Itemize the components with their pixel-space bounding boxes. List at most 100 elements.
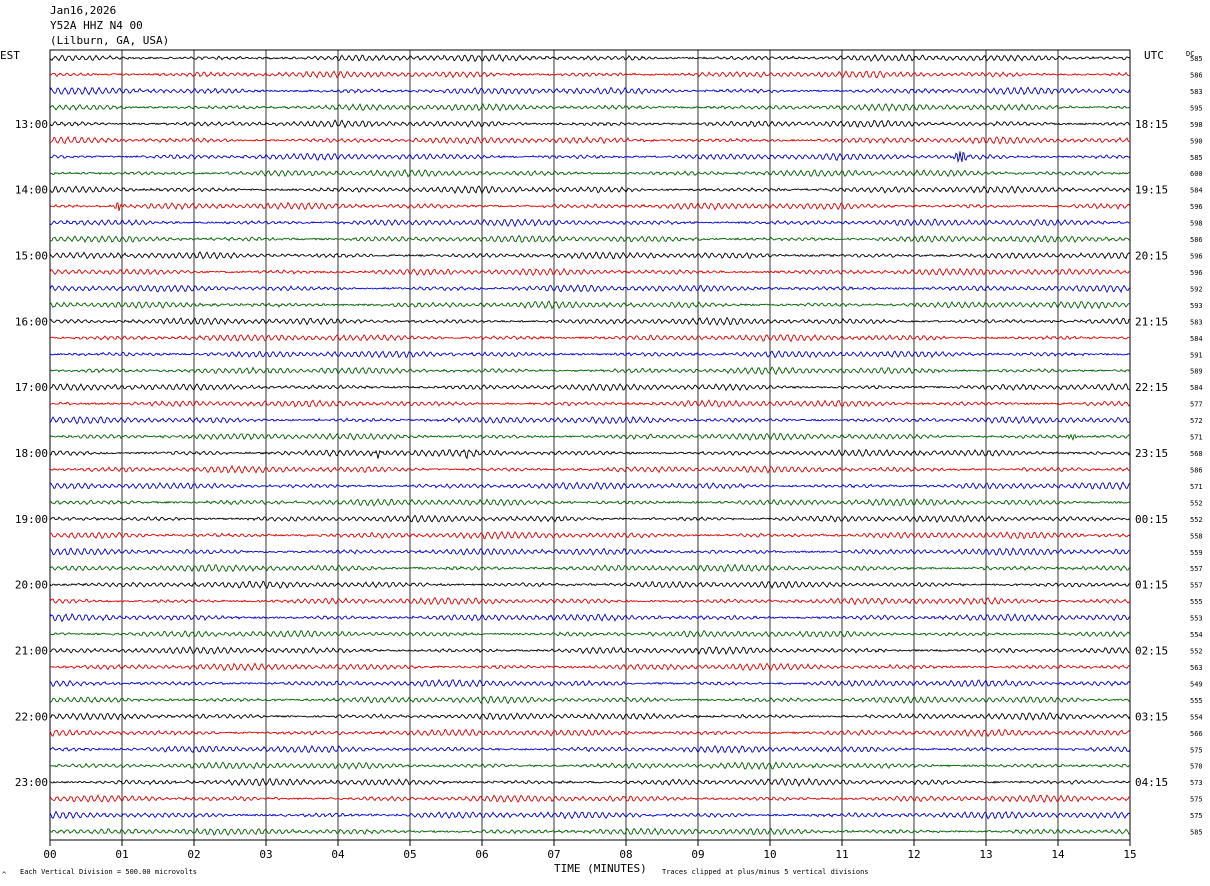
x-tick-label: 03 — [259, 848, 272, 861]
right-hour-label: 22:15 — [1135, 381, 1168, 394]
x-tick-label: 10 — [763, 848, 776, 861]
trace-line-25 — [49, 464, 1131, 474]
dc-header-label: DC — [1186, 50, 1195, 58]
right-timezone-label: UTC — [1144, 49, 1164, 62]
dc-offset-label: 553 — [1190, 615, 1203, 623]
dc-offset-label: 575 — [1190, 812, 1203, 820]
trace-line-29 — [49, 530, 1131, 540]
trace-line-39 — [49, 695, 1131, 705]
dc-offset-label: 557 — [1190, 582, 1203, 590]
dc-offset-label: 586 — [1190, 236, 1203, 244]
dc-offset-label: 573 — [1190, 779, 1203, 787]
dc-offset-label: 591 — [1190, 351, 1203, 359]
dc-offset-label: 590 — [1190, 137, 1203, 145]
right-hour-label: 00:15 — [1135, 513, 1168, 526]
trace-line-16 — [49, 316, 1131, 326]
dc-offset-label: 585 — [1190, 55, 1203, 63]
dc-offset-label: 570 — [1190, 763, 1203, 771]
dc-offset-label: 552 — [1190, 648, 1203, 656]
dc-offset-label: 575 — [1190, 796, 1203, 804]
dc-offset-label: 596 — [1190, 253, 1203, 261]
dc-offset-label: 592 — [1190, 285, 1203, 293]
station-label: Y52A HHZ N4 00 — [50, 19, 143, 32]
dc-offset-label: 600 — [1190, 170, 1203, 178]
trace-line-23 — [49, 432, 1131, 441]
dc-offset-label: 558 — [1190, 532, 1203, 540]
right-hour-label: 01:15 — [1135, 579, 1168, 592]
trace-line-46 — [49, 810, 1131, 820]
trace-line-10 — [49, 218, 1131, 228]
dc-offset-label: 554 — [1190, 713, 1203, 721]
dc-offset-label: 595 — [1190, 104, 1203, 112]
trace-line-31 — [49, 563, 1131, 573]
trace-line-30 — [49, 547, 1131, 556]
trace-line-42 — [49, 744, 1131, 754]
trace-line-20 — [49, 382, 1131, 392]
right-hour-label: 18:15 — [1135, 118, 1168, 131]
x-tick-label: 12 — [907, 848, 920, 861]
dc-offset-label: 585 — [1190, 829, 1203, 837]
left-hour-label: 17:00 — [15, 381, 48, 394]
left-timezone-label: EST — [0, 49, 20, 62]
trace-line-4 — [49, 119, 1131, 129]
dc-offset-label: 584 — [1190, 384, 1203, 392]
dc-offset-label: 563 — [1190, 664, 1203, 672]
trace-line-34 — [49, 612, 1131, 623]
dc-offset-label: 596 — [1190, 269, 1203, 277]
dc-offset-label: 586 — [1190, 71, 1203, 79]
x-tick-label: 11 — [835, 848, 848, 861]
dc-offset-label: 583 — [1190, 88, 1203, 96]
trace-line-27 — [49, 498, 1131, 507]
trace-line-1 — [49, 70, 1131, 79]
right-hour-label: 03:15 — [1135, 710, 1168, 723]
trace-line-36 — [49, 645, 1131, 655]
dc-offset-label: 555 — [1190, 598, 1203, 606]
trace-line-38 — [49, 678, 1131, 688]
date-label: Jan16,2026 — [50, 4, 117, 17]
right-hour-label: 23:15 — [1135, 447, 1168, 460]
x-tick-label: 15 — [1123, 848, 1136, 861]
trace-line-13 — [49, 267, 1131, 277]
trace-line-3 — [49, 103, 1130, 113]
dc-offset-label: 589 — [1190, 368, 1203, 376]
dc-offset-label: 575 — [1190, 746, 1203, 754]
x-tick-label: 13 — [979, 848, 992, 861]
trace-line-43 — [49, 761, 1131, 771]
dc-offset-label: 566 — [1190, 730, 1203, 738]
trace-line-35 — [49, 629, 1131, 638]
dc-offset-label: 598 — [1190, 121, 1203, 129]
trace-line-40 — [49, 712, 1131, 721]
x-tick-label: 05 — [403, 848, 416, 861]
dc-offset-label: 559 — [1190, 549, 1203, 557]
trace-line-22 — [49, 415, 1131, 425]
dc-offset-label: 585 — [1190, 154, 1203, 162]
x-axis-title: TIME (MINUTES) — [554, 862, 647, 875]
dc-offset-label: 554 — [1190, 631, 1203, 639]
trace-line-47 — [49, 827, 1131, 836]
right-hour-label: 19:15 — [1135, 184, 1168, 197]
corner-mark: ^ — [2, 871, 7, 879]
right-hour-label: 02:15 — [1135, 645, 1168, 658]
dc-offset-label: 583 — [1190, 318, 1203, 326]
scale-note: Each Vertical Division = 500.00 microvol… — [20, 868, 198, 876]
left-hour-label: 13:00 — [15, 118, 48, 131]
trace-line-8 — [49, 185, 1131, 195]
left-hour-label: 16:00 — [15, 315, 48, 328]
left-hour-label: 20:00 — [15, 579, 48, 592]
dc-offset-label: 584 — [1190, 335, 1203, 343]
trace-line-17 — [49, 334, 1131, 343]
left-hour-label: 21:00 — [15, 645, 48, 658]
dc-offset-label: 584 — [1190, 187, 1203, 195]
dc-offset-label: 598 — [1190, 220, 1203, 228]
location-label: (Lilburn, GA, USA) — [50, 34, 170, 47]
x-tick-label: 00 — [43, 848, 56, 861]
x-tick-label: 09 — [691, 848, 704, 861]
x-tick-label: 01 — [115, 848, 128, 861]
x-tick-label: 14 — [1051, 848, 1065, 861]
trace-line-45 — [49, 794, 1131, 804]
trace-line-6 — [49, 151, 1131, 164]
dc-offset-label: 596 — [1190, 203, 1203, 211]
left-hour-label: 14:00 — [15, 184, 48, 197]
dc-offset-label: 572 — [1190, 417, 1203, 425]
trace-line-32 — [49, 580, 1131, 590]
